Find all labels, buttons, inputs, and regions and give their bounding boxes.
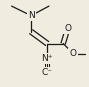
Text: N⁺: N⁺: [41, 54, 53, 63]
Text: O: O: [70, 49, 76, 58]
Text: N: N: [28, 11, 35, 20]
Text: O: O: [64, 24, 71, 33]
Text: C⁻: C⁻: [42, 68, 53, 77]
